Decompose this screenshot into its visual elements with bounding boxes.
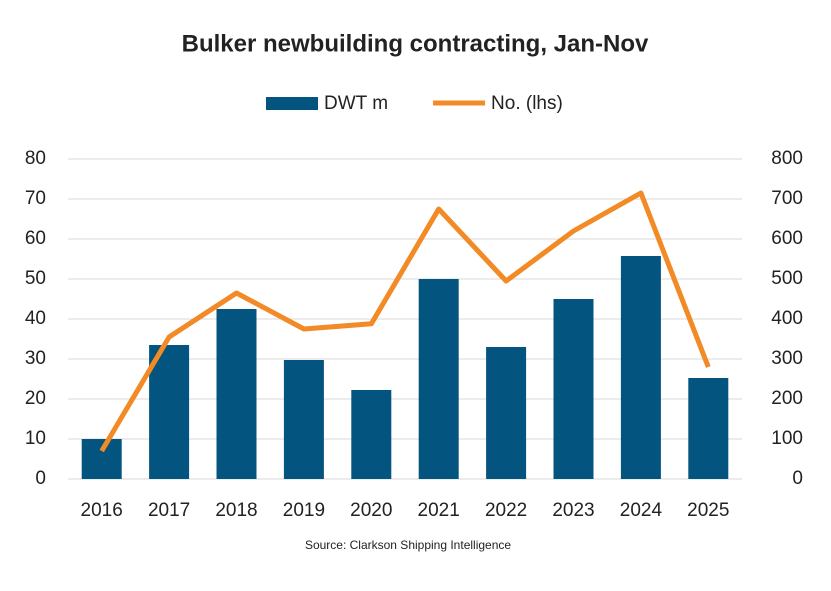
y-tick-label: 40 [25,308,46,329]
y-tick-label: 10 [25,428,46,449]
y2-tick-label: 500 [771,268,803,289]
y-tick-label: 80 [25,148,46,169]
source-note: Source: Clarkson Shipping Intelligence [305,538,511,552]
x-tick-label: 2025 [687,500,729,521]
x-tick-label: 2022 [485,500,527,521]
x-tick-label: 2021 [418,500,460,521]
y-tick-label: 20 [25,388,46,409]
y2-tick-label: 800 [771,148,803,169]
y-tick-label: 50 [25,268,46,289]
y2-tick-label: 700 [771,188,803,209]
chart-title: Bulker newbuilding contracting, Jan-Nov [182,30,649,57]
x-tick-label: 2020 [350,500,392,521]
bar [486,347,527,479]
bar [620,256,661,479]
x-tick-label: 2018 [215,500,257,521]
y2-tick-label: 600 [771,228,803,249]
legend-label: DWT m [324,93,388,114]
y2-tick-label: 200 [771,388,803,409]
y-tick-label: 60 [25,228,46,249]
legend-label: No. (lhs) [491,93,563,114]
x-tick-label: 2019 [283,500,325,521]
legend-swatch [266,97,318,110]
bar [553,299,594,479]
y2-tick-label: 300 [771,348,803,369]
bar [418,279,459,479]
y2-tick-label: 0 [792,468,803,489]
y-tick-label: 30 [25,348,46,369]
y2-tick-label: 400 [771,308,803,329]
y-tick-label: 70 [25,188,46,209]
x-tick-label: 2017 [148,500,190,521]
y2-tick-label: 100 [771,428,803,449]
x-tick-label: 2024 [620,500,663,521]
x-tick-label: 2016 [81,500,123,521]
bar [351,390,392,479]
bar [81,439,122,479]
bar [688,378,729,479]
bar [216,309,257,479]
bar [283,360,324,479]
y-tick-label: 0 [35,468,46,489]
bar [149,345,190,479]
line [99,190,711,453]
x-tick-label: 2023 [552,500,594,521]
